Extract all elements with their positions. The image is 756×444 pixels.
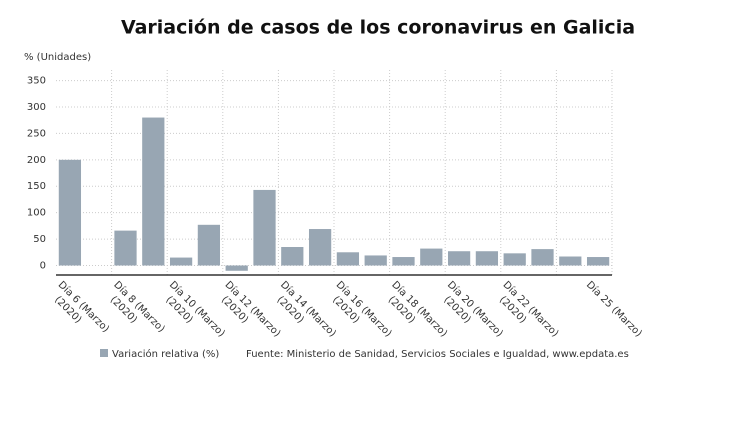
y-axis-label: % (Unidades) xyxy=(24,52,91,63)
bar xyxy=(253,189,276,266)
bar xyxy=(336,252,360,266)
bar xyxy=(559,256,582,266)
x-tick-label: Día 18 (Marzo)(2020) xyxy=(380,279,450,349)
x-tick-label: Día 12 (Marzo)(2020) xyxy=(213,279,283,349)
bar xyxy=(475,251,499,266)
x-tick-label: Día 6 (Marzo)(2020) xyxy=(46,279,111,344)
x-tick-label: Día 14 (Marzo)(2020) xyxy=(269,279,339,349)
x-tick-label: Día 8 (Marzo)(2020) xyxy=(102,279,167,344)
bar xyxy=(392,257,415,266)
y-tick-label: 50 xyxy=(33,234,46,245)
bar xyxy=(447,251,471,266)
source-note: Fuente: Ministerio de Sanidad, Servicios… xyxy=(246,349,629,360)
bar xyxy=(142,117,165,266)
bar xyxy=(225,265,248,271)
bar xyxy=(364,255,387,266)
bar xyxy=(169,257,193,266)
x-tick-label: Día 16 (Marzo)(2020) xyxy=(324,279,394,349)
y-tick-label: 350 xyxy=(27,76,46,87)
y-tick-label: 150 xyxy=(27,181,46,192)
bar xyxy=(114,230,137,266)
y-tick-label: 250 xyxy=(27,128,46,139)
bar xyxy=(308,229,332,266)
bar xyxy=(586,257,610,266)
chart-title: Variación de casos de los coronavirus en… xyxy=(121,17,635,39)
bar xyxy=(503,253,526,266)
x-tick-label: Día 25 (Marzo) xyxy=(584,279,645,340)
legend-label: Variación relativa (%) xyxy=(112,348,219,360)
bar xyxy=(281,246,304,266)
y-tick-label: 100 xyxy=(27,208,46,219)
y-tick-label: 0 xyxy=(40,260,46,271)
x-tick-label: Día 22 (Marzo)(2020) xyxy=(491,279,561,349)
y-tick-label: 300 xyxy=(27,102,46,113)
bar xyxy=(58,159,82,266)
legend-swatch xyxy=(100,349,108,357)
y-tick-label: 200 xyxy=(27,155,46,166)
bar xyxy=(420,248,443,266)
bar xyxy=(531,249,554,266)
x-tick-label: Día 10 (Marzo)(2020) xyxy=(158,279,228,349)
x-tick-label: Día 20 (Marzo)(2020) xyxy=(436,279,506,349)
bar xyxy=(197,224,221,266)
